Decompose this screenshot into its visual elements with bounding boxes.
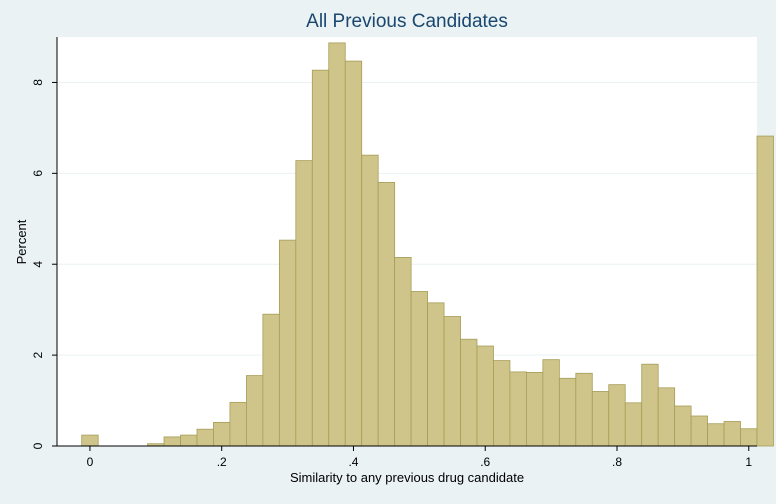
histogram-bar-10 (295, 160, 313, 447)
histogram-bar-27 (575, 372, 593, 447)
x-tick-label-3: .6 (480, 455, 490, 469)
histogram-bar-17 (410, 291, 428, 447)
x-tick-label-5: 1 (745, 455, 752, 469)
histogram-bar-20 (460, 338, 478, 447)
y-tick-label-1: 2 (31, 351, 45, 358)
y-axis-ticks: 0 2 4 6 8 (31, 79, 57, 449)
histogram-bar-15 (377, 182, 396, 447)
histogram-bar-4 (196, 428, 214, 447)
histogram-bar-8 (262, 313, 280, 447)
x-tick-label-0: 0 (87, 455, 94, 469)
x-axis-ticks: 0 .2 .4 .6 .8 1 (87, 446, 752, 469)
histogram-bar-30 (624, 402, 643, 447)
histogram-bar-22 (493, 360, 511, 447)
y-tick-label-2: 4 (31, 261, 45, 268)
x-tick-label-2: .4 (348, 455, 358, 469)
histogram-bar-29 (608, 384, 626, 447)
histogram-bar-11 (311, 69, 330, 447)
histogram-bar-31 (641, 363, 659, 447)
histogram-bar-35 (707, 423, 725, 447)
histogram-bar-24 (526, 371, 544, 447)
y-tick-label-0: 0 (31, 442, 45, 449)
histogram-bar-16 (394, 257, 412, 447)
histogram-bar-23 (509, 371, 527, 447)
histogram-bar-19 (443, 316, 461, 447)
histogram-bar-25 (542, 359, 560, 447)
histogram-bar-5 (213, 421, 231, 447)
histogram-bar-33 (674, 405, 692, 447)
histogram-bar-9 (278, 239, 297, 447)
y-tick-label-3: 6 (31, 170, 45, 177)
histogram-bar-37 (740, 428, 758, 447)
chart-title: All Previous Candidates (306, 11, 508, 32)
y-tick-label-4: 8 (31, 79, 45, 86)
histogram-bar-2 (163, 436, 181, 447)
histogram-bar-3 (180, 434, 198, 447)
histogram-bar-38 (756, 135, 774, 447)
y-axis-label: Percent (14, 219, 29, 264)
histogram-bar-13 (344, 60, 363, 447)
x-tick-label-4: .8 (612, 455, 622, 469)
histogram-bar-12 (328, 42, 346, 447)
histogram-bar-14 (361, 154, 379, 447)
x-tick-label-1: .2 (217, 455, 227, 469)
x-axis-label: Similarity to any previous drug candidat… (290, 470, 524, 485)
histogram-bar-28 (591, 391, 610, 447)
histogram-bar-6 (229, 401, 247, 447)
histogram-bars (81, 42, 774, 447)
histogram-bar-7 (246, 375, 264, 447)
histogram-bar-36 (723, 421, 741, 447)
histogram-bar-18 (427, 302, 445, 447)
histogram-bar-21 (476, 345, 494, 447)
histogram-bar-26 (558, 377, 577, 447)
histogram-bar-32 (657, 387, 676, 447)
histogram-bar-34 (690, 415, 708, 447)
histogram-bar-0 (81, 434, 99, 447)
